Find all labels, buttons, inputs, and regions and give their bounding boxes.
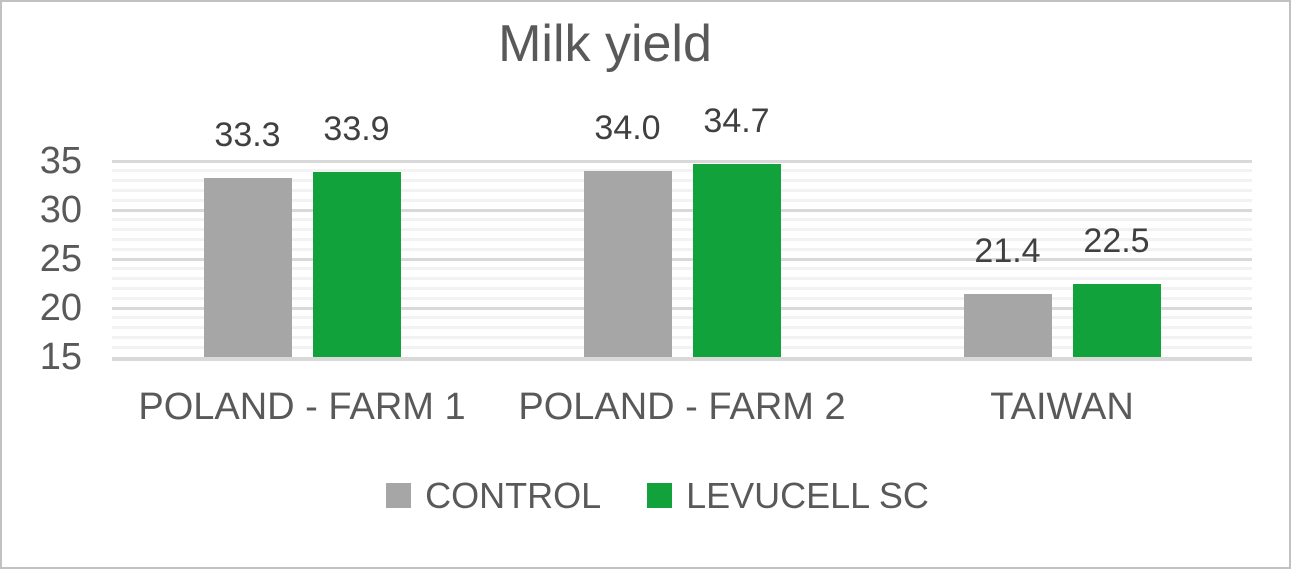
- data-label-levucell-sc-taiwan: 22.5: [1083, 221, 1150, 260]
- minor-gridline: [112, 169, 1252, 173]
- legend: CONTROL LEVUCELL SC: [2, 476, 1289, 516]
- legend-label-levucell-sc: LEVUCELL SC: [686, 475, 929, 516]
- bar-control-taiwan: [963, 294, 1052, 357]
- x-axis-line: [112, 357, 1252, 361]
- legend-label-control: CONTROL: [425, 475, 602, 516]
- legend-item-control: CONTROL: [386, 476, 601, 516]
- bar-control-poland-farm-1: [203, 177, 292, 357]
- legend-swatch-control-icon: [386, 483, 412, 509]
- data-label-levucell-sc-poland-farm-2: 34.7: [703, 101, 770, 140]
- legend-swatch-levucell-sc-icon: [647, 483, 673, 509]
- major-gridline: [112, 159, 1252, 163]
- y-tick-label: 15: [39, 336, 82, 378]
- bar-levucell-sc-taiwan: [1072, 283, 1161, 357]
- data-label-levucell-sc-poland-farm-1: 33.9: [323, 109, 390, 148]
- category-label-taiwan: TAIWAN: [990, 386, 1134, 428]
- legend-item-levucell-sc: LEVUCELL SC: [647, 476, 929, 516]
- chart-title: Milk yield: [498, 15, 712, 73]
- y-tick-label: 20: [39, 287, 82, 329]
- plot-area: 33.3 33.9 34.0 34.7 21.4 22.5: [112, 104, 1252, 357]
- data-label-control-poland-farm-1: 33.3: [214, 115, 281, 154]
- category-label-poland-farm-1: POLAND - FARM 1: [138, 386, 466, 428]
- data-label-control-poland-farm-2: 34.0: [594, 108, 661, 147]
- y-tick-label: 30: [39, 189, 82, 231]
- bar-levucell-sc-poland-farm-2: [692, 163, 781, 357]
- bar-levucell-sc-poland-farm-1: [312, 171, 401, 357]
- y-tick-label: 25: [39, 238, 82, 280]
- category-label-poland-farm-2: POLAND - FARM 2: [518, 386, 846, 428]
- bar-control-poland-farm-2: [583, 170, 672, 357]
- data-label-control-taiwan: 21.4: [974, 232, 1041, 271]
- y-tick-label: 35: [39, 140, 82, 182]
